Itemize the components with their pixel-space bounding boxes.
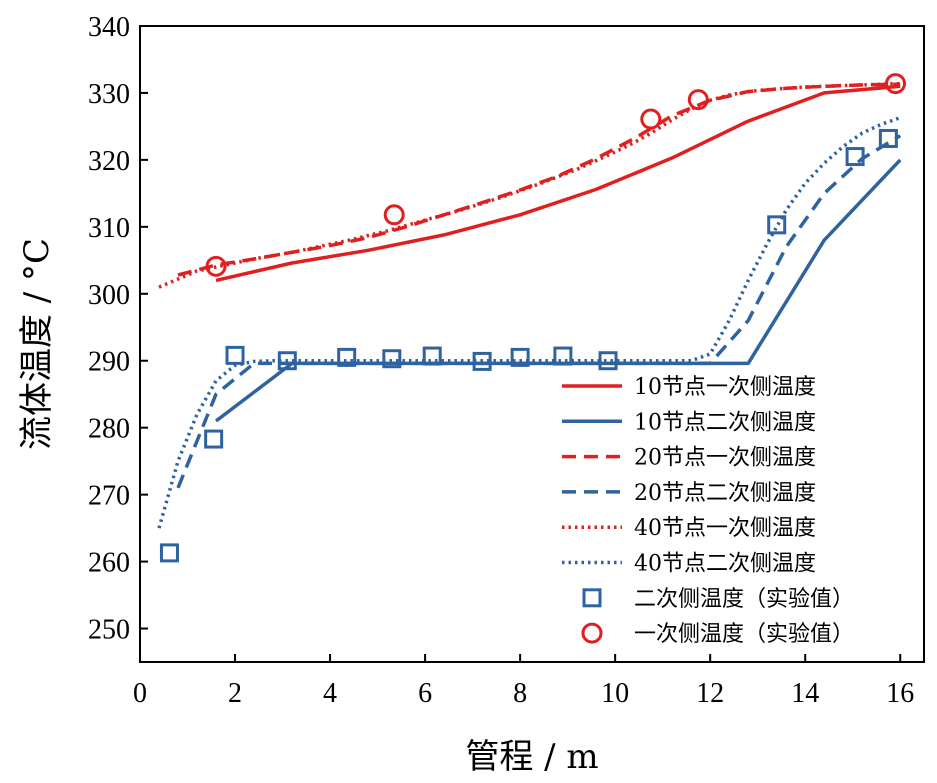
data-point-square [277, 351, 297, 371]
y-axis-title: 流体温度 / °C [17, 238, 57, 450]
x-tick-label: 12 [696, 678, 724, 709]
data-point-square [225, 345, 245, 365]
data-point-square [510, 347, 530, 367]
axis-ticks: 0 2 4 6 8 10 12 14 16 250 260 270 280 290 300 310 320 330… [88, 12, 914, 709]
plot-frame [139, 25, 925, 663]
x-tick-label: 4 [323, 678, 337, 709]
data-point-square [845, 147, 865, 167]
series-line-1 [215, 84, 901, 283]
y-tick-label: 250 [88, 615, 130, 646]
y-tick-label: 290 [88, 347, 130, 378]
legend-marker [582, 588, 602, 608]
data-point-square [472, 351, 492, 371]
data-point-square [553, 346, 573, 366]
legend-label: 10节点一次侧温度 [634, 375, 816, 400]
data-point-square [422, 346, 442, 366]
y-tick-label: 270 [88, 481, 130, 512]
x-tick-label: 14 [791, 678, 819, 709]
legend-label: 20节点一次侧温度 [634, 446, 816, 471]
x-tick-label: 16 [886, 678, 914, 709]
legend: 10节点一次侧温度 10节点二次侧温度 20节点一次侧温度 20节点二次侧温度 40节点… [562, 375, 854, 647]
data-point-square [382, 349, 402, 369]
x-tick-label: 2 [228, 678, 242, 709]
data-point-circle [205, 255, 227, 277]
y-tick-label: 340 [88, 12, 130, 43]
series-layer [157, 73, 906, 563]
legend-label: 一次侧温度（实验值） [634, 622, 854, 647]
data-point-square [204, 429, 224, 449]
y-tick-label: 280 [88, 414, 130, 445]
legend-label: 二次侧温度（实验值） [634, 587, 854, 612]
x-tick-label: 10 [601, 678, 629, 709]
data-point-circle [640, 108, 662, 130]
x-tick-label: 8 [513, 678, 527, 709]
legend-label: 40节点一次侧温度 [634, 516, 816, 541]
legend-label: 20节点二次侧温度 [634, 481, 816, 506]
data-point-circle [383, 204, 405, 226]
y-tick-label: 320 [88, 146, 130, 177]
x-tick-label: 0 [133, 678, 147, 709]
data-point-square [337, 347, 357, 367]
series-line-5 [158, 81, 901, 289]
series-line-6 [157, 116, 901, 529]
data-point-circle [687, 89, 709, 111]
x-tick-label: 6 [418, 678, 432, 709]
y-tick-label: 310 [88, 213, 130, 244]
y-tick-label: 330 [88, 79, 130, 110]
data-point-square [767, 215, 787, 235]
data-point-square [159, 543, 179, 563]
legend-marker [581, 622, 603, 644]
series-line-3 [177, 82, 901, 277]
legend-label: 40节点二次侧温度 [634, 552, 816, 577]
data-point-circle [884, 73, 906, 95]
data-point-square [878, 128, 898, 148]
data-point-square [598, 351, 618, 371]
y-tick-label: 300 [88, 280, 130, 311]
y-tick-label: 260 [88, 548, 130, 579]
series-line-4 [176, 134, 902, 489]
legend-label: 10节点二次侧温度 [634, 410, 816, 435]
x-axis-title: 管程 / m [465, 737, 598, 777]
